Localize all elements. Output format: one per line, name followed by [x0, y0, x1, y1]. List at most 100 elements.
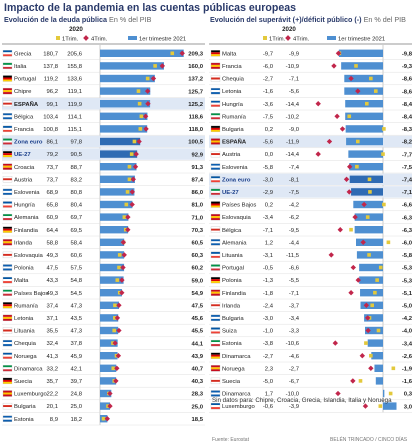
debt-value-q1-2021: 18,5 — [192, 417, 204, 423]
debt-country-flag-stripe — [3, 64, 12, 67]
debt-value-q1-2021: 45,6 — [192, 316, 204, 322]
debt-country-label: Letonia — [14, 316, 34, 322]
deficit-value-q1-2021: 3,0 — [404, 404, 413, 410]
deficit-marker-q4 — [335, 50, 342, 56]
deficit-value-q4: -9,9 — [289, 51, 299, 57]
debt-row: Letonia 37,1 43,5 45,6 — [2, 314, 205, 325]
deficit-country-flag-stripe — [211, 394, 220, 397]
debt-legend-q1-2021: 1er trimestre 2021 — [139, 36, 186, 42]
deficit-panel-title: Evolución del superávit (+)/déficit públ… — [210, 15, 406, 24]
debt-country-flag-stripe — [3, 66, 12, 69]
debt-marker-q1 — [101, 416, 106, 421]
deficit-marker-q1 — [373, 290, 377, 295]
debt-country-flag-stripe — [3, 151, 12, 154]
deficit-value-q1-2021: -7,1 — [402, 190, 413, 196]
debt-marker-q4 — [112, 340, 118, 346]
debt-country-flag-stripe — [3, 419, 12, 422]
debt-row: Grecia 180,7 205,6 209,3 — [2, 49, 205, 60]
debt-value-q1-2021: 100,5 — [188, 140, 203, 146]
deficit-value-q4: -4,4 — [289, 240, 300, 246]
debt-country-flag-stripe — [3, 129, 12, 132]
deficit-row: Rumanía -7,5 -10,2 -8,4 — [209, 112, 413, 123]
debt-value-q1: 68,9 — [47, 190, 58, 196]
deficit-value-q4: -9,0 — [289, 127, 300, 133]
deficit-country-flag-stripe — [211, 155, 220, 158]
deficit-value-q4: -3,4 — [289, 316, 300, 322]
debt-value-q1-2021: 81,0 — [192, 203, 204, 209]
debt-value-q4: 54,5 — [71, 291, 83, 297]
deficit-country-label: Países Bajos — [222, 203, 256, 209]
debt-value-q1-2021: 28,3 — [192, 392, 204, 398]
debt-row: Chequia 32,4 37,8 44,1 — [2, 339, 205, 350]
debt-country-flag-stripe — [3, 163, 12, 166]
debt-country-flag-stripe — [3, 125, 12, 128]
deficit-value-q1: -3,1 — [263, 253, 273, 259]
debt-country-label: Croacia — [14, 165, 35, 171]
deficit-country-flag — [210, 251, 221, 259]
deficit-row: Bulgaria -3,0 -3,4 -4,2 — [209, 314, 413, 325]
deficit-country-flag — [210, 365, 221, 372]
debt-country-flag — [2, 339, 13, 347]
deficit-marker-q1 — [367, 177, 372, 182]
deficit-row: Zona euro -3,0 -8,1 -7,4 — [209, 173, 413, 186]
debt-bar-q1-2021 — [100, 276, 124, 284]
deficit-value-q1-2021: -8,4 — [402, 102, 413, 108]
debt-country-flag-border — [2, 226, 13, 233]
deficit-marker-q1 — [382, 202, 386, 207]
debt-country-flag-stripe — [3, 176, 12, 179]
deficit-country-flag-border — [210, 100, 221, 107]
debt-row: ESPAÑA 99,1 119,9 125,2 — [2, 98, 205, 111]
debt-country-flag-stripe — [3, 392, 12, 395]
debt-country-flag-stripe — [3, 90, 12, 93]
debt-country-flag — [2, 113, 13, 120]
deficit-country-flag-border — [210, 226, 221, 233]
deficit-value-q1: -3,0 — [263, 177, 274, 183]
deficit-row: Letonia -1,6 -5,6 -8,6 — [209, 87, 413, 98]
deficit-country-flag-border — [210, 251, 221, 259]
debt-country-flag — [2, 289, 13, 296]
debt-bar-q1-2021 — [100, 49, 184, 57]
debt-country-flag — [2, 314, 13, 322]
deficit-country-flag-border — [210, 176, 221, 183]
debt-country-flag-stripe — [3, 117, 12, 120]
deficit-marker-q4 — [360, 239, 366, 245]
debt-country-flag-border — [2, 125, 13, 133]
debt-country-flag-stripe — [3, 302, 12, 305]
deficit-country-label: Eslovenia — [222, 165, 248, 171]
debt-value-q4: 45,9 — [71, 354, 82, 360]
deficit-country-flag — [210, 239, 221, 246]
deficit-country-flag-stripe — [211, 113, 220, 116]
debt-value-q4: 42,1 — [71, 366, 82, 372]
deficit-country-flag-stripe — [211, 127, 220, 130]
debt-country-flag-border — [2, 276, 13, 284]
deficit-value-q1-2021: -7,7 — [402, 152, 413, 158]
debt-value-q1: 119,2 — [44, 77, 58, 83]
debt-country-flag-border — [2, 75, 13, 82]
debt-country-flag-stripe — [3, 306, 12, 309]
debt-value-q1-2021: 60,5 — [192, 241, 204, 247]
debt-country-flag-stripe — [3, 327, 12, 330]
debt-country-flag-border — [2, 264, 13, 271]
deficit-country-label: Lituania — [222, 253, 243, 259]
deficit-marker-q4 — [328, 252, 334, 258]
deficit-marker-q4 — [365, 315, 371, 321]
debt-value-q4: 57,5 — [71, 266, 83, 272]
debt-value-q1: 180,7 — [43, 51, 58, 57]
deficit-marker-q4 — [348, 290, 354, 296]
deficit-country-flag — [210, 50, 221, 57]
debt-bar-q1-2021 — [100, 263, 125, 272]
debt-country-flag-border — [2, 239, 13, 246]
deficit-bar-q1-2021 — [383, 402, 397, 410]
deficit-row: Irlanda -2,4 -3,7 -5,0 — [209, 301, 413, 312]
deficit-country-flag-stripe — [211, 79, 220, 82]
deficit-country-flag-border — [210, 87, 221, 95]
debt-country-label: Irlanda — [14, 240, 33, 246]
debt-country-flag-stripe — [3, 203, 12, 206]
deficit-country-label: Dinamarca — [222, 392, 251, 398]
debt-country-flag-stripe — [3, 62, 12, 65]
deficit-row: Francia -6,0 -10,9 -9,3 — [209, 62, 413, 73]
deficit-country-flag — [210, 188, 221, 196]
deficit-country-flag-stripe — [211, 342, 220, 345]
deficit-row: Noruega 2,3 -2,7 -1,9 — [209, 364, 413, 375]
deficit-row: Eslovaquia -3,4 -6,2 -6,3 — [209, 213, 413, 224]
